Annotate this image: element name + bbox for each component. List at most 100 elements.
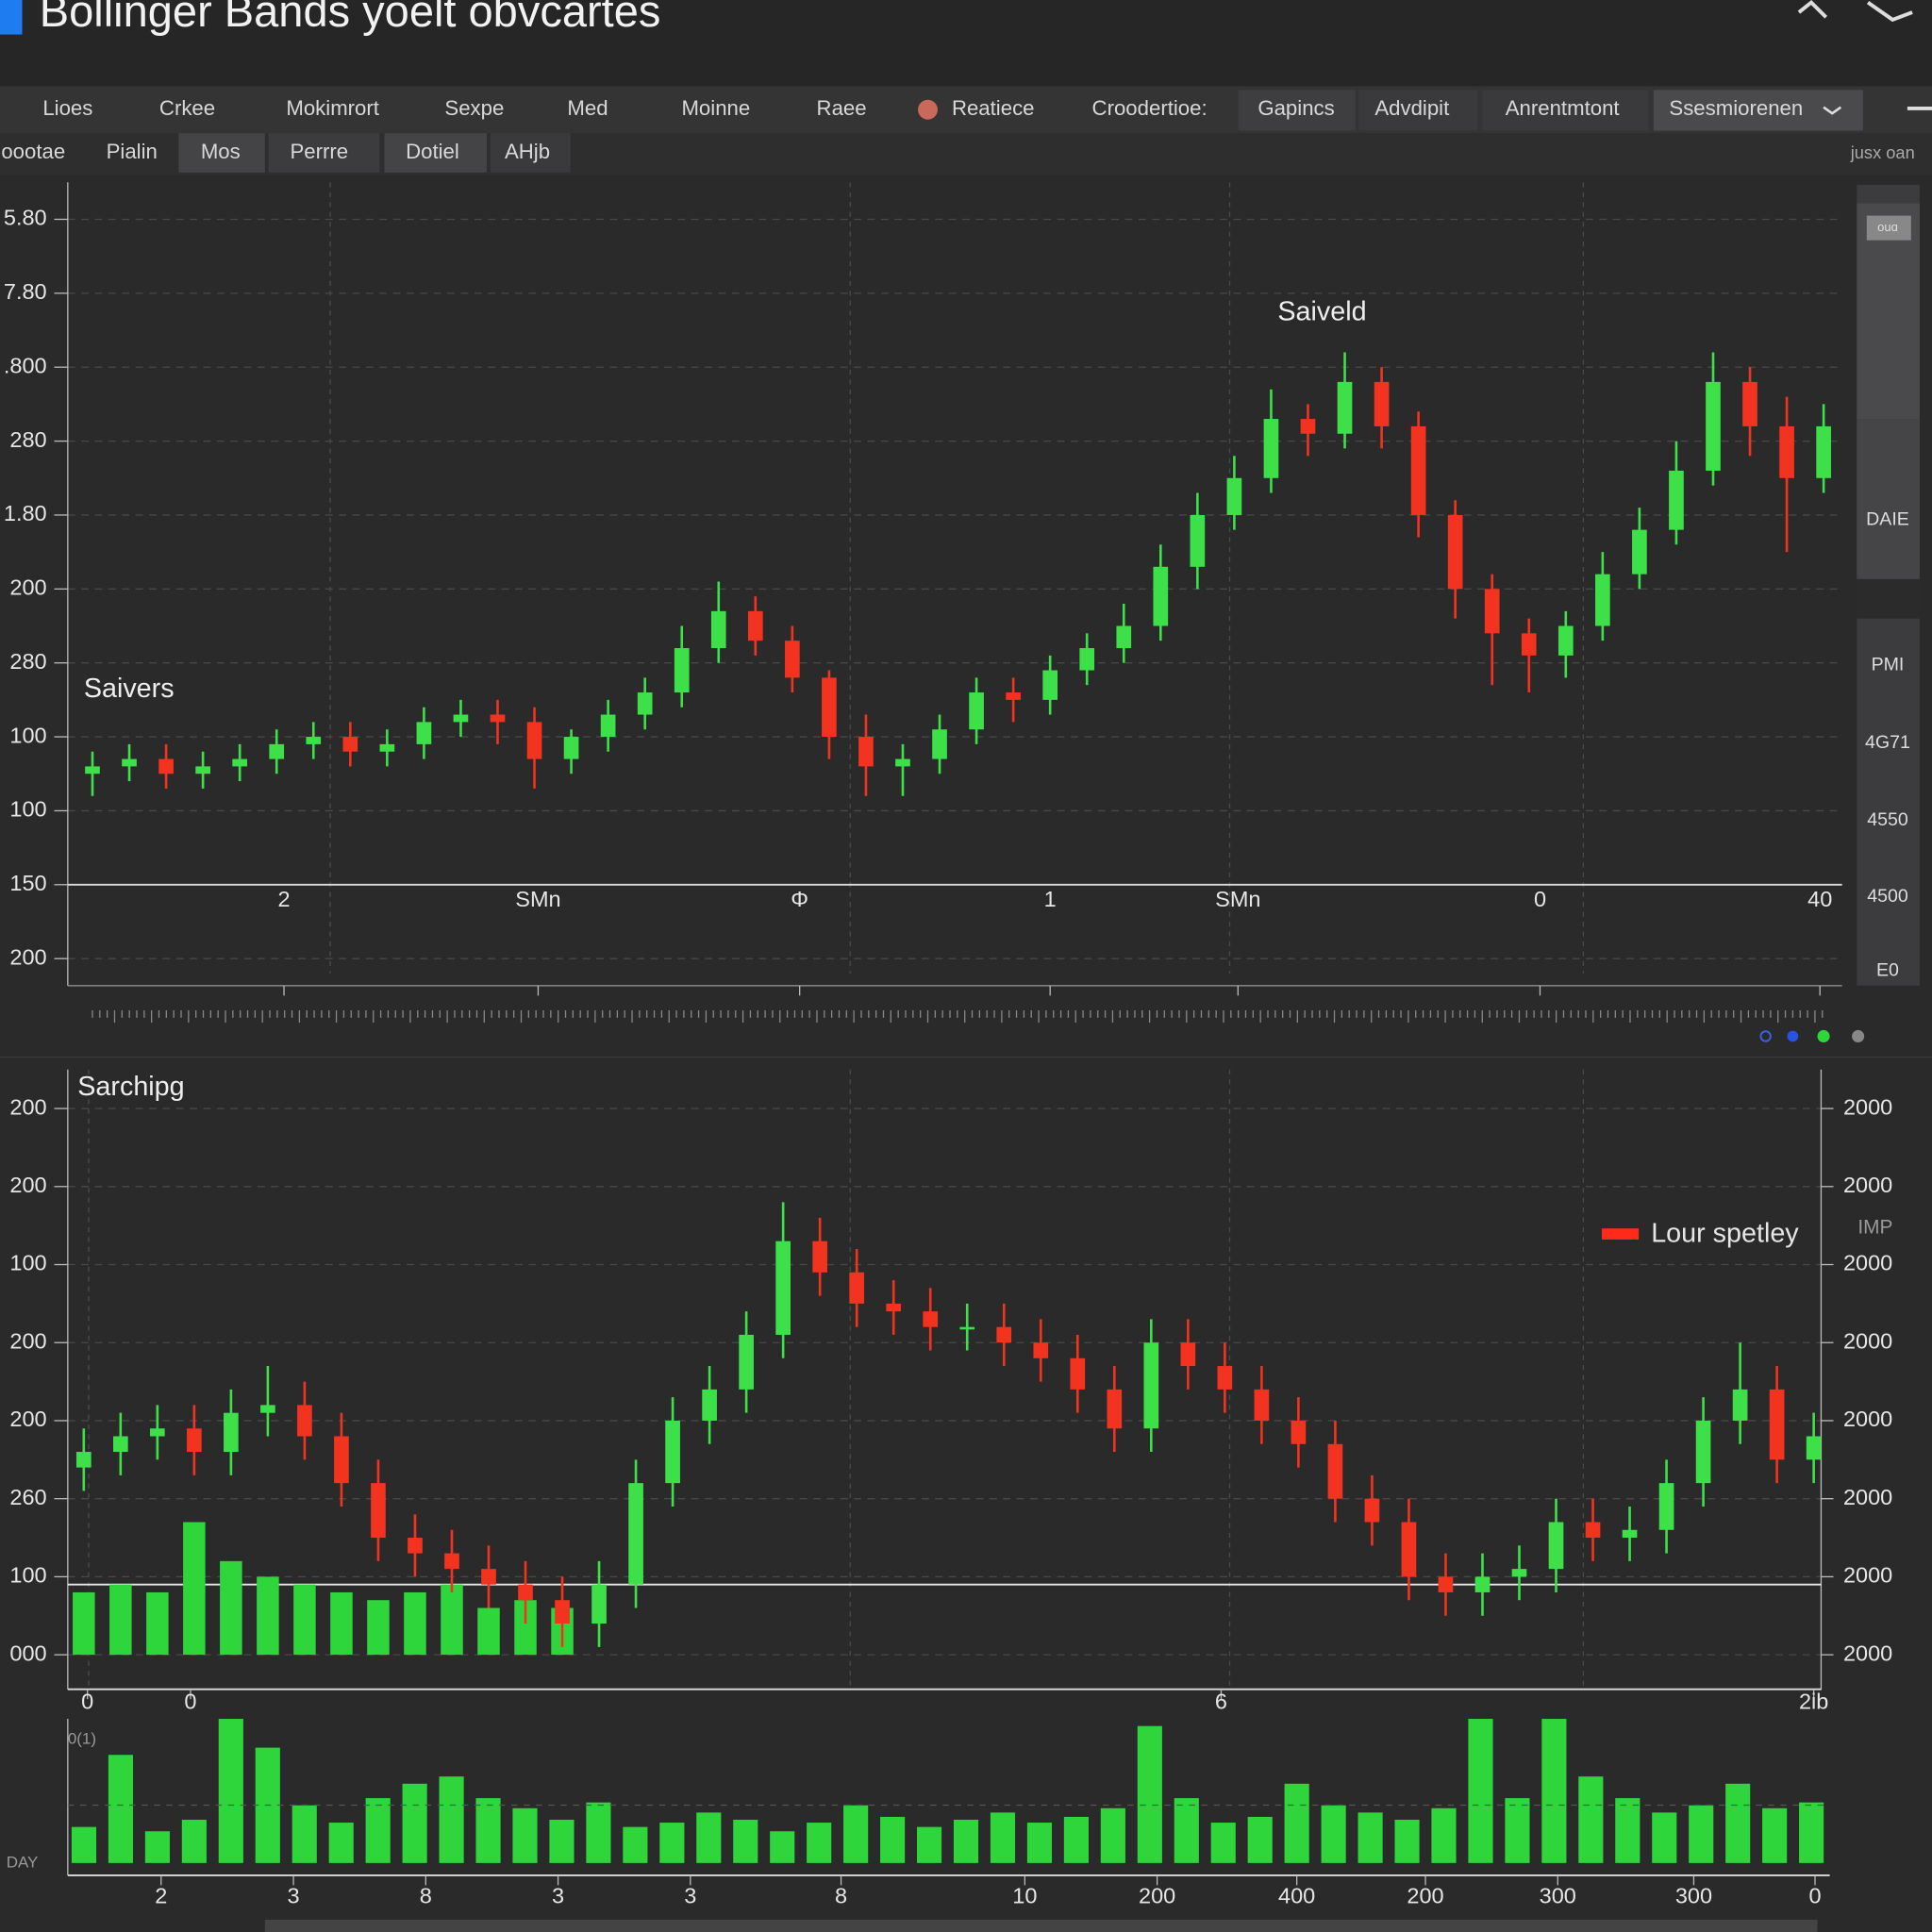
menu-item[interactable]: Raee [817,96,867,120]
y-tick-label: 200 [9,1407,46,1431]
candle-body [959,1326,975,1330]
y2-tick-label: 2000 [1843,1563,1892,1588]
candle-body [1585,1522,1601,1539]
page-dot[interactable] [1817,1029,1830,1042]
candle-body [1374,381,1390,426]
bar [402,1783,427,1863]
volume-bar [477,1607,500,1656]
menu-item[interactable]: Lioes [42,96,92,120]
annotation: Sarchipg [77,1072,184,1102]
x-tick-label: 6 [1215,1689,1227,1713]
candle-body [775,1241,791,1335]
candle-body [1180,1342,1196,1367]
bar [1725,1783,1751,1863]
toolbar-item[interactable]: Dotiel [406,140,459,163]
y-tick-label: 280 [9,427,46,452]
candle-body [1548,1522,1564,1570]
y-tick-label: 000 [9,1641,46,1665]
menu-item[interactable]: Sexpe [444,96,504,120]
tool-bg [490,133,571,173]
bar [328,1823,354,1863]
x-tick-label: 10 [1012,1884,1037,1908]
candle-body [1695,1420,1711,1484]
menu-item[interactable]: Mokimrort [286,96,379,120]
candle-body [702,1389,717,1421]
x-tick-label: 2 [155,1884,167,1908]
x-tick-label: SMn [515,887,560,911]
candle-body [1070,1357,1086,1390]
candle-body [526,722,542,759]
menu-item[interactable]: Ssesmiorenen [1669,96,1803,120]
candle-body [158,758,174,774]
toolbar-item[interactable]: Perrre [290,140,348,163]
bar [1394,1820,1420,1863]
menu-item[interactable]: Gapincs [1257,96,1334,120]
x-tick-label: 0 [184,1689,196,1713]
menu-item[interactable]: Anrentmtont [1506,96,1620,120]
candle-body [1364,1498,1380,1523]
candle-body [563,737,579,759]
bar [549,1820,575,1863]
candle-body [1447,514,1463,590]
menu-item[interactable]: Med [567,96,608,120]
dropdown-arrow[interactable] [1823,106,1842,115]
side-button[interactable] [1866,215,1911,241]
menu-item[interactable]: Moinne [681,96,750,120]
side-label: DAIE [1866,508,1909,529]
candle-body [812,1241,828,1273]
bar [1247,1816,1273,1863]
scrollbar[interactable] [264,1919,1818,1932]
menu-item[interactable]: Croodertioe: [1092,96,1208,120]
x-tick-label: SMn [1215,887,1260,911]
side-slot [1857,419,1920,579]
candle-body [1732,1389,1748,1421]
toolbar-item[interactable]: Mos [201,140,241,163]
y-tick-label: 100 [9,1563,46,1588]
page-dot[interactable] [1759,1030,1772,1042]
legend-swatch[interactable] [1601,1228,1640,1240]
x-tick-label: 200 [1139,1884,1175,1908]
candle-body [1006,692,1021,700]
menu-item[interactable]: Crkee [159,96,215,120]
candle-body [379,743,395,752]
candle-body [75,1452,92,1468]
tool-bg [178,133,265,173]
bar [807,1823,832,1863]
candle-body [1300,419,1316,434]
annotation: IMP [1857,1217,1892,1239]
window-controls[interactable] [1797,0,1913,23]
candle-body [555,1600,570,1624]
volume-bar [367,1600,390,1656]
candle-body [1153,566,1169,626]
y2-tick-label: 2000 [1843,1173,1892,1197]
candle-body [453,714,469,723]
toolbar-item[interactable]: oootae [1,140,65,163]
x-tick-label: 8 [835,1884,847,1908]
bar [733,1820,758,1863]
bar [291,1805,317,1863]
volume-bar [441,1584,463,1656]
x-tick-label: 400 [1278,1884,1315,1908]
menu-item[interactable]: Reatiece [952,96,1035,120]
toolbar-item[interactable]: AHjb [505,140,550,163]
candle-body [969,692,984,730]
bar [990,1812,1016,1863]
candle-body [1143,1342,1159,1429]
y-tick-label: 200 [9,1094,46,1119]
candle-body [1401,1522,1417,1577]
bar [586,1802,611,1863]
candle-body [1263,419,1279,478]
candle-body [822,677,837,738]
candle-body [1291,1420,1307,1444]
bar [1652,1812,1677,1863]
legend-label[interactable]: Lour spetley [1651,1218,1799,1248]
y-tick-label: 280 [9,649,46,674]
page-dot[interactable] [1787,1030,1799,1042]
toolbar-item[interactable]: Pialin [107,140,158,163]
side-label: ouɑ [1877,220,1898,234]
annotation: Saiveld [1277,296,1366,326]
page-dot[interactable] [1852,1029,1865,1042]
annotation: DAY [7,1853,39,1871]
menu-item[interactable]: Advdipit [1374,96,1449,120]
candle-body [849,1272,865,1304]
